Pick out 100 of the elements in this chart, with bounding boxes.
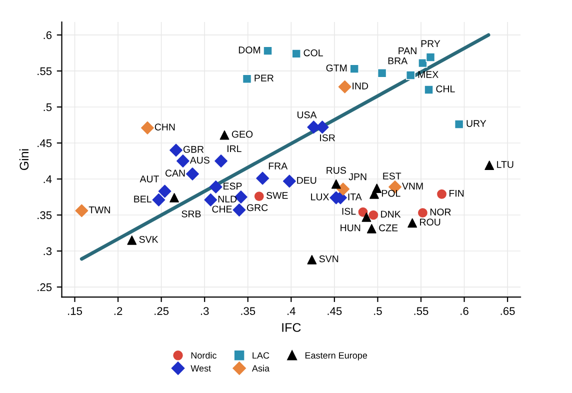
point	[140, 121, 154, 134]
point	[358, 207, 368, 217]
y-tick-label: .45	[38, 139, 52, 148]
annotation: ISL	[342, 208, 356, 215]
point	[437, 189, 446, 199]
point	[418, 208, 428, 218]
point	[331, 179, 341, 189]
annotation: ROU	[420, 218, 440, 226]
y-tick-label: .25	[38, 283, 52, 292]
annotation: POL	[382, 190, 400, 197]
x-tick-label: .6	[460, 307, 468, 315]
point	[282, 174, 296, 188]
point	[370, 189, 379, 199]
legend-label: West	[190, 365, 211, 372]
point	[263, 46, 272, 56]
annotation: DNK	[381, 210, 401, 218]
annotation: VNM	[402, 182, 423, 190]
point	[454, 120, 464, 129]
annotation: TWN	[88, 206, 110, 214]
point	[350, 64, 360, 74]
annotation: PER	[254, 74, 274, 82]
point	[366, 224, 376, 234]
annotation: AUS	[190, 156, 210, 164]
point	[170, 193, 179, 202]
point	[426, 52, 436, 62]
annotation: SRB	[182, 210, 201, 218]
annotation: SVN	[319, 255, 338, 262]
annotation: ISR	[320, 134, 335, 142]
y-tick-label: .5	[44, 103, 52, 112]
legend-label: Nordic	[191, 352, 216, 359]
annotation: SWE	[266, 192, 288, 199]
point	[377, 68, 387, 78]
point	[368, 210, 378, 220]
x-tick-label: .35	[241, 307, 256, 315]
x-tick-label: .45	[328, 307, 342, 315]
point	[176, 154, 190, 168]
point	[406, 70, 416, 80]
annotation: PAN	[398, 47, 416, 54]
annotation: DEU	[297, 176, 316, 184]
annotation: LUX	[311, 194, 330, 200]
point	[209, 180, 222, 194]
x-tick-label: .5	[374, 307, 382, 315]
annotation: GRC	[246, 204, 268, 212]
point	[158, 184, 172, 198]
annotation: ESP	[224, 182, 242, 190]
annotation: CHN	[154, 124, 175, 130]
x-axis-title: IFC	[282, 323, 301, 332]
point	[408, 218, 418, 228]
point	[170, 144, 183, 157]
point	[152, 193, 166, 206]
point	[254, 192, 264, 201]
y-tick-label: .3	[44, 247, 52, 256]
annotation: GTM	[326, 64, 347, 72]
point	[307, 254, 317, 264]
x-tick-label: .3	[200, 307, 209, 315]
annotation: BEL	[134, 196, 152, 202]
legend-label: Eastern Europe	[305, 352, 368, 360]
annotation: USA	[298, 111, 317, 118]
legend-label: LAC	[252, 352, 270, 359]
annotation: MEX	[418, 71, 438, 78]
x-tick-label: .2	[114, 307, 122, 315]
annotation: AUT	[140, 176, 159, 182]
point	[204, 193, 218, 206]
x-tick-label: .15	[68, 307, 82, 315]
y-tick-label: .55	[38, 67, 52, 76]
point	[220, 130, 230, 140]
annotation: NOR	[430, 208, 451, 216]
y-axis-title: Gini	[19, 149, 29, 170]
x-tick-label: .65	[500, 307, 515, 315]
y-tick-label: .35	[38, 211, 52, 220]
annotation: GBR	[183, 146, 204, 153]
legend-label: Asia	[252, 364, 270, 372]
annotation: IND	[352, 82, 368, 90]
x-tick-label: .4	[288, 307, 296, 315]
annotation: FIN	[449, 190, 464, 197]
point	[256, 172, 270, 185]
annotation: ITA	[348, 194, 362, 200]
annotation: NLD	[218, 196, 237, 202]
annotation: FRA	[268, 162, 288, 170]
point	[338, 80, 352, 94]
x-tick-label: .55	[414, 307, 428, 315]
point	[242, 74, 252, 84]
point	[232, 203, 246, 216]
annotation: JPN	[348, 173, 366, 180]
y-tick-label: .4	[44, 175, 52, 184]
annotation: URY	[466, 120, 486, 127]
point	[186, 167, 199, 180]
annotation: BRA	[388, 57, 408, 64]
annotation: CAN	[165, 170, 185, 177]
annotation: EST	[383, 172, 402, 180]
annotation: CHE	[212, 206, 232, 213]
point	[418, 58, 428, 68]
annotation: HUN	[340, 224, 360, 232]
point	[484, 160, 494, 170]
annotation: SVK	[139, 236, 158, 243]
annotation: CHL	[436, 85, 455, 92]
annotation: DOM	[238, 46, 260, 54]
point	[214, 154, 228, 168]
annotation: COL	[304, 49, 323, 56]
y-tick-label: .6	[44, 31, 52, 40]
